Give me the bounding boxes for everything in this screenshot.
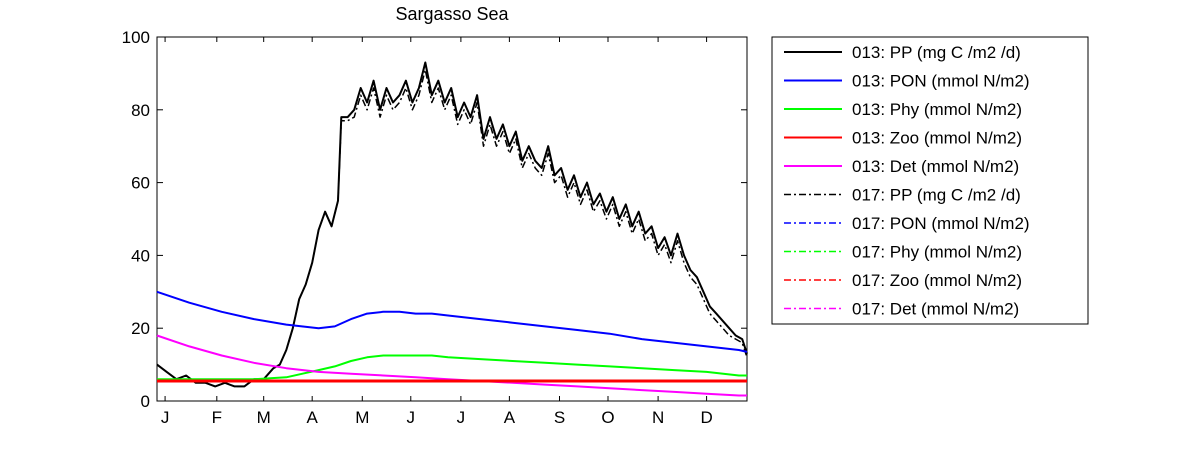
chart-title: Sargasso Sea <box>395 4 509 24</box>
legend-label-1: 013: PON (mmol N/m2) <box>852 72 1030 91</box>
x-tick-label-10: N <box>652 408 664 427</box>
x-tick-label-5: J <box>407 408 416 427</box>
x-tick-label-1: F <box>212 408 222 427</box>
y-tick-label-0: 0 <box>141 392 150 411</box>
series-line-1 <box>156 290 748 353</box>
x-tick-label-4: M <box>355 408 369 427</box>
x-tick-label-0: J <box>161 408 170 427</box>
x-tick-label-2: M <box>257 408 271 427</box>
axis-layer: 0 20 40 60 80 100 J F M A M J J A S O N D <box>122 28 747 427</box>
legend-label-8: 017: Zoo (mmol N/m2) <box>852 271 1022 290</box>
legend-label-7: 017: Phy (mmol N/m2) <box>852 243 1022 262</box>
series-layer <box>156 61 748 397</box>
x-tick-label-7: A <box>504 408 516 427</box>
legend: 013: PP (mg C /m2 /d) 013: PON (mmol N/m2… <box>771 36 1089 325</box>
y-tick-label-3: 60 <box>131 174 150 193</box>
x-tick-label-8: S <box>554 408 565 427</box>
legend-label-2: 013: Phy (mmol N/m2) <box>852 100 1022 119</box>
x-tick-label-9: O <box>601 408 614 427</box>
legend-box <box>771 36 1089 325</box>
legend-label-0: 013: PP (mg C /m2 /d) <box>852 43 1021 62</box>
y-tick-label-5: 100 <box>122 28 150 47</box>
x-tick-label-11: D <box>700 408 712 427</box>
x-tick-label-6: J <box>457 408 466 427</box>
series-line-0 <box>156 61 748 388</box>
legend-label-3: 013: Zoo (mmol N/m2) <box>852 129 1022 148</box>
y-tick-label-1: 20 <box>131 319 150 338</box>
series-line-5 <box>156 69 748 388</box>
y-tick-label-2: 40 <box>131 246 150 265</box>
x-tick-label-3: A <box>307 408 319 427</box>
y-tick-label-4: 80 <box>131 101 150 120</box>
legend-label-6: 017: PON (mmol N/m2) <box>852 214 1030 233</box>
legend-label-4: 013: Det (mmol N/m2) <box>852 157 1019 176</box>
series-line-2 <box>157 354 747 381</box>
legend-label-5: 017: PP (mg C /m2 /d) <box>852 186 1021 205</box>
legend-label-9: 017: Det (mmol N/m2) <box>852 300 1019 319</box>
